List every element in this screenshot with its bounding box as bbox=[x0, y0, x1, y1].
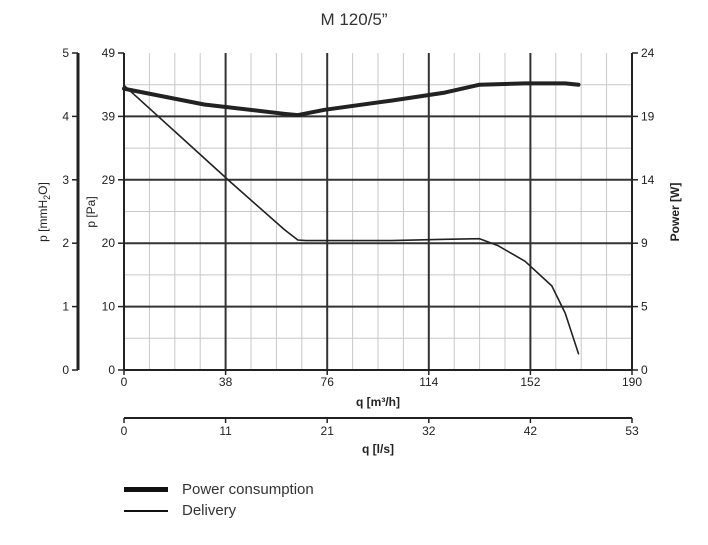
pa-tick-label: 10 bbox=[102, 300, 116, 314]
pa-tick-label: 20 bbox=[102, 236, 116, 250]
power-tick-label: 5 bbox=[641, 300, 648, 314]
y-power-axis-label: Power [W] bbox=[668, 183, 682, 242]
x-primary-tick-label: 0 bbox=[121, 375, 128, 389]
power-tick-label: 14 bbox=[641, 173, 655, 187]
mmh2o-tick-label: 2 bbox=[62, 236, 69, 250]
legend-label: Power consumption bbox=[182, 481, 314, 498]
delivery-line bbox=[123, 84, 580, 355]
x-secondary-ticks: 0 11 21 32 42 53 bbox=[121, 418, 639, 438]
mmh2o-tick-label: 4 bbox=[62, 109, 69, 123]
pa-tick-label: 29 bbox=[102, 173, 116, 187]
legend-swatch-thick bbox=[124, 487, 168, 492]
y-mmh2o-axis-label: p [mmH2O] bbox=[36, 182, 52, 242]
power-tick-label: 0 bbox=[641, 363, 648, 377]
axes bbox=[76, 53, 633, 419]
x-primary-ticks: 0 38 76 114 152 190 bbox=[121, 370, 642, 389]
x-primary-tick-label: 190 bbox=[622, 375, 642, 389]
power-ticks: 0 5 9 14 19 24 bbox=[632, 46, 655, 377]
mmh2o-tick-label: 1 bbox=[62, 300, 69, 314]
chart-title: M 120/5” bbox=[320, 10, 388, 29]
x-secondary-tick-label: 11 bbox=[219, 424, 232, 438]
mmh2o-ticks: 0 1 2 3 4 5 bbox=[62, 46, 78, 377]
x-primary-tick-label: 152 bbox=[520, 375, 540, 389]
pa-ticks: 0 10 20 29 39 49 bbox=[102, 46, 124, 377]
x-primary-axis-label: q [m³/h] bbox=[356, 395, 400, 409]
x-primary-tick-label: 38 bbox=[219, 375, 233, 389]
mmh2o-tick-label: 0 bbox=[62, 363, 69, 377]
legend-swatch-thin bbox=[124, 509, 168, 512]
x-secondary-tick-label: 0 bbox=[121, 424, 128, 438]
x-primary-tick-label: 76 bbox=[321, 375, 335, 389]
power-consumption-line bbox=[122, 81, 581, 118]
pa-tick-label: 39 bbox=[102, 109, 116, 123]
power-tick-label: 24 bbox=[641, 46, 655, 60]
legend-item-power: Power consumption bbox=[124, 481, 314, 498]
legend-label: Delivery bbox=[182, 502, 237, 519]
x-secondary-tick-label: 42 bbox=[524, 424, 538, 438]
power-tick-label: 19 bbox=[641, 109, 655, 123]
pa-tick-label: 0 bbox=[108, 363, 115, 377]
series-lines bbox=[122, 81, 581, 355]
mmh2o-tick-label: 3 bbox=[62, 173, 69, 187]
legend-item-delivery: Delivery bbox=[124, 502, 236, 519]
mmh2o-tick-label: 5 bbox=[62, 46, 69, 60]
x-primary-tick-label: 114 bbox=[419, 375, 438, 389]
x-secondary-axis-label: q [l/s] bbox=[362, 442, 394, 456]
y-pa-axis-label: p [Pa] bbox=[84, 196, 98, 227]
x-secondary-tick-label: 53 bbox=[625, 424, 639, 438]
x-secondary-tick-label: 32 bbox=[422, 424, 436, 438]
power-tick-label: 9 bbox=[641, 236, 648, 250]
x-secondary-tick-label: 21 bbox=[321, 424, 335, 438]
pa-tick-label: 49 bbox=[102, 46, 116, 60]
